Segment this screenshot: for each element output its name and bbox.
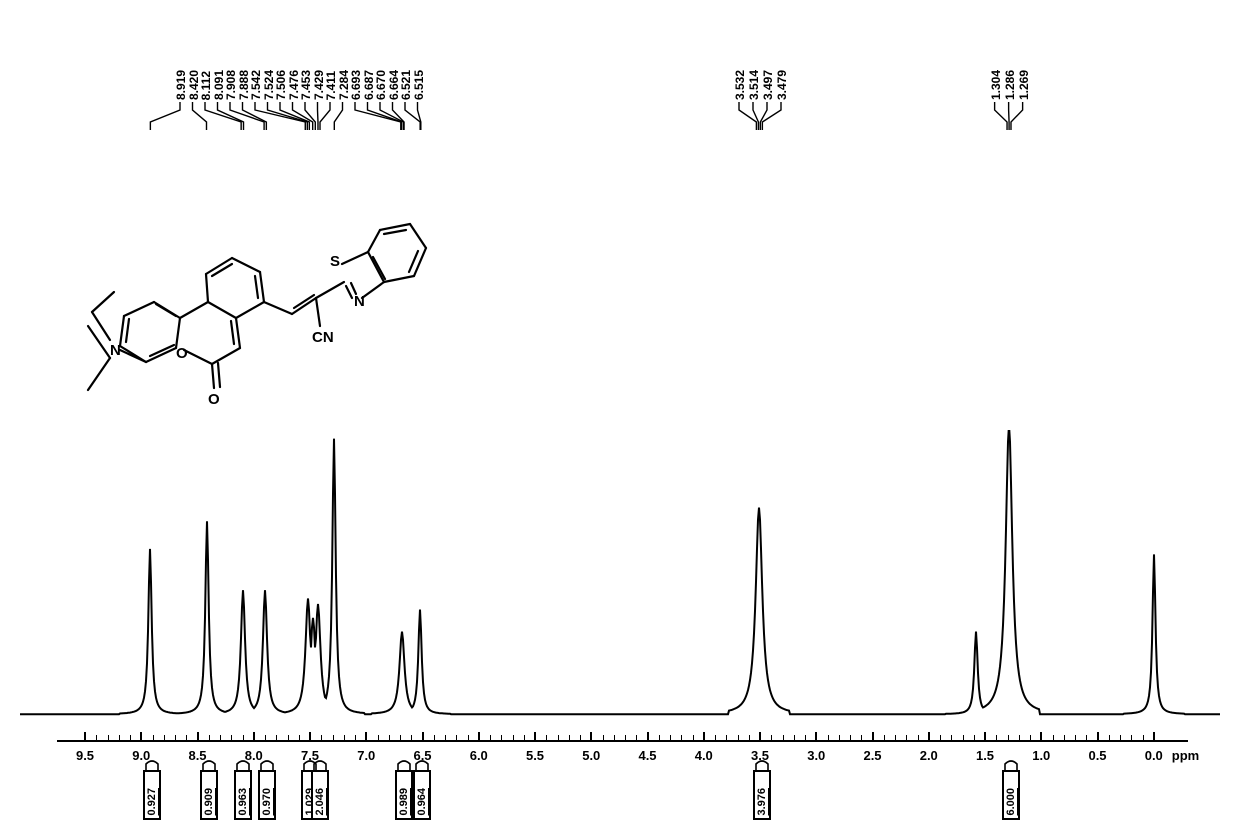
integral-box: 0.927	[143, 770, 161, 820]
integral-value: 0.963	[237, 788, 249, 816]
integral-value: 3.976	[756, 788, 768, 816]
peak-label: 1.286	[1003, 70, 1017, 100]
axis-tick-label: 4.5	[638, 748, 656, 763]
integral-box: 0.964	[413, 770, 431, 820]
peak-label: 6.693	[349, 70, 363, 100]
integral-value: 6.000	[1005, 788, 1017, 816]
peak-label: 7.411	[324, 71, 338, 100]
peak-label: 7.908	[224, 70, 238, 100]
peak-label: 8.919	[174, 70, 188, 100]
peak-label: 3.532	[733, 70, 747, 100]
axis-tick-label: 5.0	[582, 748, 600, 763]
axis-tick-label: 4.0	[695, 748, 713, 763]
peak-label: 8.112	[199, 71, 213, 100]
nmr-figure: 8.9198.4208.1128.0917.9087.8887.5427.524…	[20, 10, 1220, 820]
integral-box: 0.989	[395, 770, 413, 820]
peak-label: 7.506	[274, 70, 288, 100]
integral-box: 2.046	[311, 770, 329, 820]
axis-tick-label: 6.0	[470, 748, 488, 763]
atom-label-O2: O	[208, 391, 220, 408]
axis-tick-label: 0.0	[1145, 748, 1163, 763]
integral-box: 0.970	[258, 770, 276, 820]
integral-value: 2.046	[314, 788, 326, 816]
integral-box: 6.000	[1002, 770, 1020, 820]
peak-label: 1.269	[1017, 70, 1031, 100]
axis-tick-label: 2.0	[920, 748, 938, 763]
peak-label: 6.515	[412, 70, 426, 100]
integral-box: 0.963	[234, 770, 252, 820]
axis-tick-label: 0.5	[1088, 748, 1106, 763]
axis-unit-label: ppm	[1172, 748, 1199, 763]
integral-value: 0.927	[146, 788, 158, 816]
peak-label: 6.521	[399, 70, 413, 100]
axis-tick-label: 5.5	[526, 748, 544, 763]
atom-label-CN: CN	[312, 329, 334, 346]
peak-label: 6.670	[374, 70, 388, 100]
peak-label: 3.479	[775, 70, 789, 100]
spectrum-plot	[20, 430, 1220, 720]
integral-value: 0.970	[261, 788, 273, 816]
integral-box: 0.909	[200, 770, 218, 820]
molecular-structure: N O O	[80, 180, 440, 410]
peak-label: 3.497	[761, 70, 775, 100]
axis-tick-label: 3.0	[807, 748, 825, 763]
atom-label-O: O	[176, 345, 188, 362]
axis-tick-label: 7.0	[357, 748, 375, 763]
peak-label: 3.514	[747, 70, 761, 100]
integral-area: 0.9270.9090.9630.9701.0292.0460.9890.964…	[20, 770, 1220, 830]
integral-value: 0.989	[398, 788, 410, 816]
atom-label-N2: N	[354, 293, 365, 310]
atom-label-S: S	[330, 253, 340, 270]
axis-tick-label: 1.5	[976, 748, 994, 763]
peak-label: 1.304	[989, 70, 1003, 100]
x-axis: 9.59.08.58.07.57.06.56.05.55.04.54.03.53…	[20, 730, 1220, 770]
spectrum-svg	[20, 430, 1220, 720]
peak-label: 7.453	[299, 70, 313, 100]
peak-tree-area	[20, 102, 1220, 130]
peak-label: 7.542	[249, 70, 263, 100]
integral-box: 3.976	[753, 770, 771, 820]
axis-tick-label: 1.0	[1032, 748, 1050, 763]
integral-value: 0.909	[203, 788, 215, 816]
axis-tick-label: 2.5	[863, 748, 881, 763]
integral-value: 0.964	[416, 788, 428, 816]
axis-tick-label: 9.5	[76, 748, 94, 763]
